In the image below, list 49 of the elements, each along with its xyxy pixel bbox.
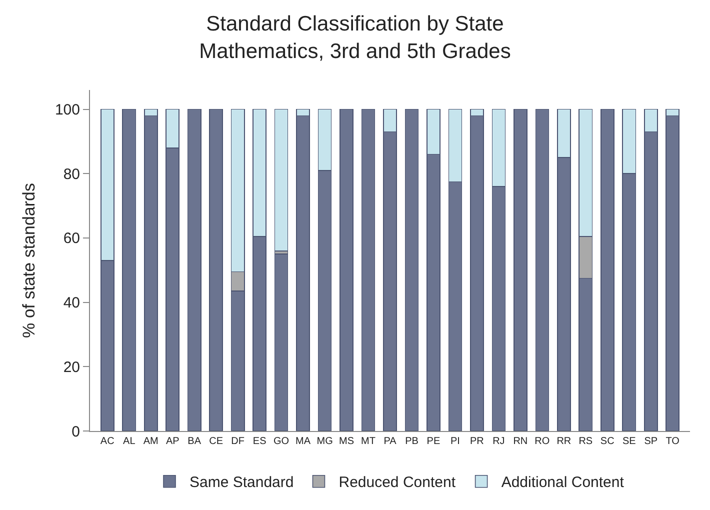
y-tick-label: 60 xyxy=(63,230,80,248)
y-tick-label: 100 xyxy=(54,102,80,119)
bar xyxy=(274,254,288,431)
bar xyxy=(514,108,528,431)
x-tick-label: GO xyxy=(274,436,290,447)
y-tick-label: 40 xyxy=(63,294,80,312)
x-tick-label: PB xyxy=(405,436,419,447)
x-tick-label: PI xyxy=(450,436,460,447)
y-tick-label: 0 xyxy=(72,423,80,440)
x-tick-label: MT xyxy=(361,436,376,447)
bar xyxy=(340,108,354,431)
x-tick-label: ES xyxy=(252,436,267,447)
x-tick-label: RR xyxy=(556,436,572,447)
x-tick-label: BA xyxy=(188,436,202,447)
x-tick-label: RS xyxy=(578,436,593,447)
bar xyxy=(361,108,376,431)
x-tick-label: DF xyxy=(231,436,244,447)
y-axis-title: % of state standards xyxy=(20,183,39,338)
x-tick-label: MG xyxy=(316,436,334,447)
chart-title: Standard Classification by State Mathematics, 3rd and 5th Grades xyxy=(199,12,511,63)
x-tick-label: PE xyxy=(426,436,440,447)
x-tick-label: RN xyxy=(513,436,528,447)
legend-label: Reduced Content xyxy=(338,474,456,492)
x-tick-label: PR xyxy=(470,436,484,447)
y-tick-label: 20 xyxy=(63,358,80,376)
bar xyxy=(404,108,419,431)
x-tick-label: RJ xyxy=(492,436,505,447)
bar xyxy=(122,108,136,431)
x-tick-label: SC xyxy=(600,436,614,447)
y-tick-label: 80 xyxy=(63,166,80,183)
x-tick-label: MS xyxy=(339,436,354,447)
x-tick-label: RO xyxy=(534,436,550,447)
x-tick-label: SE xyxy=(622,436,636,447)
x-tick-label: AM xyxy=(143,436,158,447)
x-tick-label: AP xyxy=(166,436,180,447)
x-tick-label: PA xyxy=(384,436,397,447)
bar xyxy=(600,108,614,431)
x-tick-label: AC xyxy=(100,436,114,447)
x-tick-label: TO xyxy=(666,436,680,447)
bar xyxy=(209,108,224,431)
x-tick-label: SP xyxy=(644,436,658,447)
x-tick-label: MA xyxy=(296,436,311,447)
bar xyxy=(274,108,288,252)
bar xyxy=(535,108,550,431)
legend-label: Additional Content xyxy=(501,474,625,492)
x-tick-label: AL xyxy=(123,436,136,447)
x-tick-label: CE xyxy=(209,436,224,447)
legend-label: Same Standard xyxy=(190,474,294,492)
bar xyxy=(187,108,202,431)
